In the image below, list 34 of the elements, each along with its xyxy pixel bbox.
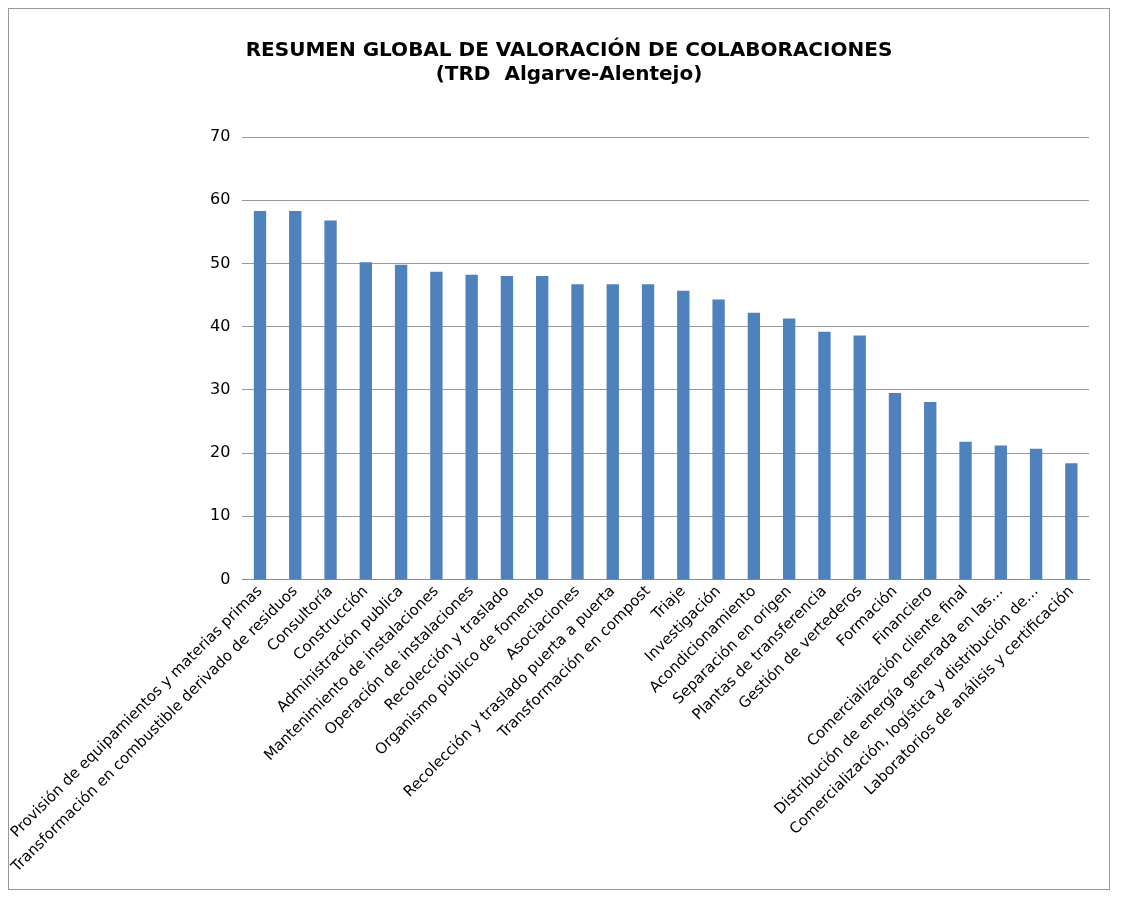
bar	[289, 210, 302, 580]
y-tick-label: 40	[210, 315, 231, 335]
bar	[359, 262, 372, 580]
bar	[641, 284, 655, 580]
bar	[818, 331, 831, 580]
bar	[747, 312, 761, 580]
y-tick-label: 30	[210, 379, 231, 399]
bar	[606, 284, 619, 580]
bar	[1029, 448, 1043, 580]
bar	[430, 271, 443, 580]
y-tick-label: 50	[210, 252, 231, 272]
bar	[782, 318, 796, 580]
bar	[1065, 463, 1078, 580]
bar	[324, 220, 337, 580]
bar	[571, 284, 584, 580]
bar	[536, 276, 549, 580]
bar	[959, 441, 972, 580]
bar	[465, 274, 478, 580]
bar	[888, 393, 902, 580]
y-tick-label: 0	[220, 568, 231, 588]
bar	[924, 401, 937, 580]
y-tick-label: 10	[210, 505, 231, 525]
y-tick-label: 70	[210, 126, 231, 146]
bar	[677, 290, 690, 580]
bar	[712, 299, 725, 580]
bar	[394, 264, 408, 580]
bar	[253, 210, 267, 580]
text: RESUMEN GLOBAL DE VALORACIÓN DE COLABORACIONES	[245, 37, 893, 62]
bar	[500, 276, 514, 580]
bar	[853, 335, 866, 580]
y-tick-label: 60	[210, 189, 231, 209]
text: (TRD Algarve-Alentejo)	[435, 61, 703, 86]
y-tick-label: 20	[210, 442, 231, 462]
bar	[994, 445, 1007, 580]
